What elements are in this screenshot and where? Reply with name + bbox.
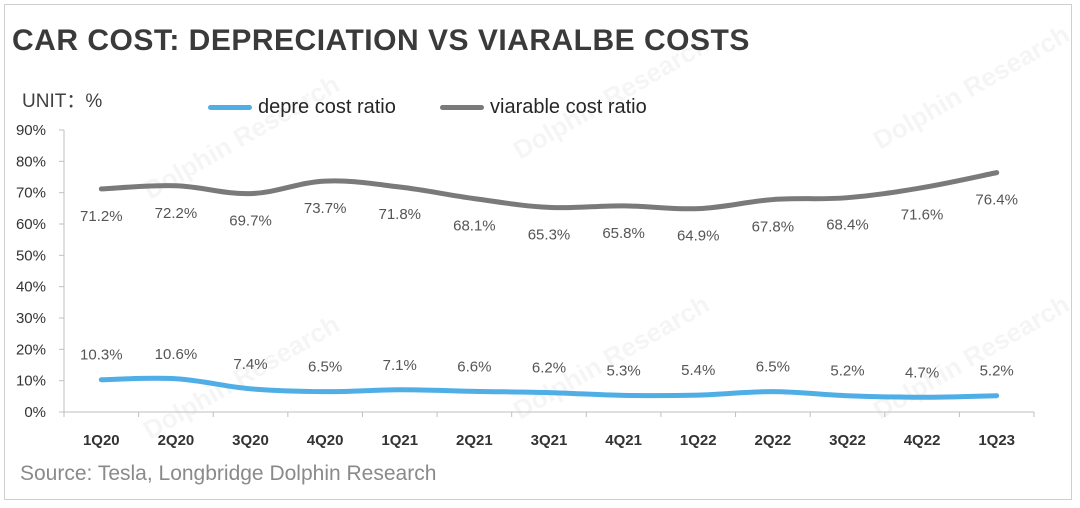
data-label-variable: 69.7% [229, 213, 272, 230]
data-label-depre: 10.6% [155, 346, 198, 363]
data-label-depre: 4.7% [905, 364, 939, 381]
x-tick-label: 3Q22 [829, 432, 866, 449]
x-tick-label: 1Q23 [978, 432, 1015, 449]
watermark: Dolphin Research [868, 289, 1074, 426]
x-tick-label: 4Q21 [605, 432, 642, 449]
watermark: Dolphin Research [508, 289, 714, 426]
data-label-variable: 68.1% [453, 218, 496, 235]
data-label-depre: 6.5% [756, 359, 790, 376]
data-label-depre: 5.2% [830, 363, 864, 380]
data-label-variable: 71.2% [80, 208, 123, 225]
data-label-variable: 64.9% [677, 228, 720, 245]
x-tick-label: 2Q22 [754, 432, 791, 449]
unit-label: UNIT：% [22, 91, 103, 112]
y-tick-label: 40% [16, 279, 46, 296]
data-label-depre: 6.6% [457, 358, 491, 375]
series-line-depre [98, 375, 1000, 400]
x-tick-label: 1Q22 [680, 432, 717, 449]
y-tick-label: 0% [24, 404, 46, 421]
y-tick-label: 70% [16, 185, 46, 202]
data-label-depre: 6.2% [532, 360, 566, 377]
legend-swatch-depre [208, 105, 252, 110]
y-tick-label: 60% [16, 216, 46, 233]
data-label-depre: 5.2% [980, 363, 1014, 380]
watermark: Dolphin Research [868, 19, 1074, 156]
x-tick-label: 1Q20 [83, 432, 120, 449]
legend-item-variable: viarable cost ratio [440, 96, 647, 119]
data-label-variable: 67.8% [752, 219, 795, 236]
data-label-variable: 71.8% [378, 206, 421, 223]
legend-label-variable: viarable cost ratio [490, 96, 647, 118]
y-tick-label: 50% [16, 247, 46, 264]
data-label-depre: 5.4% [681, 362, 715, 379]
data-label-variable: 65.8% [602, 225, 645, 242]
legend-swatch-variable [440, 105, 484, 110]
data-labels: 10.3% 10.6% 7.4% 6.5% 7.1% 6.6% 6.2% 5.3% 5.4% 6.… [80, 192, 1018, 382]
data-label-depre: 6.5% [308, 359, 342, 376]
y-tick-label: 20% [16, 341, 46, 358]
chart-frame [4, 4, 1072, 500]
data-label-depre: 5.3% [607, 362, 641, 379]
x-tick-label: 4Q20 [307, 432, 344, 449]
data-label-variable: 71.6% [901, 207, 944, 224]
y-tick-label: 30% [16, 310, 46, 327]
data-label-variable: 65.3% [528, 226, 571, 243]
chart-title: CAR COST: DEPRECIATION VS VIARALBE COSTS [12, 24, 750, 57]
y-tick-label: 80% [16, 153, 46, 170]
data-label-variable: 72.2% [155, 205, 198, 222]
x-tick-label: 2Q21 [456, 432, 493, 449]
series-lines [98, 170, 1000, 400]
source-note: Source: Tesla, Longbridge Dolphin Resear… [20, 462, 437, 485]
legend-label-depre: depre cost ratio [258, 96, 396, 118]
x-tick-label: 3Q21 [531, 432, 568, 449]
axes: 0% 10% 20% 30% 40% 50% 60% 70% 80% 90% 1Q20 2Q20 3Q2… [16, 122, 1035, 449]
x-tick-label: 4Q22 [904, 432, 941, 449]
x-tick-label: 1Q21 [381, 432, 418, 449]
data-label-variable: 76.4% [975, 192, 1018, 209]
y-tick-label: 10% [16, 373, 46, 390]
x-tick-label: 2Q20 [158, 432, 195, 449]
data-label-depre: 7.4% [233, 356, 267, 373]
data-label-variable: 73.7% [304, 200, 347, 217]
y-tick-label: 90% [16, 122, 46, 139]
series-line-variable [98, 170, 1000, 212]
legend-item-depre: depre cost ratio [208, 96, 396, 119]
data-label-depre: 7.1% [383, 357, 417, 374]
x-tick-label: 3Q20 [232, 432, 269, 449]
data-label-variable: 68.4% [826, 217, 869, 234]
data-label-depre: 10.3% [80, 347, 123, 364]
